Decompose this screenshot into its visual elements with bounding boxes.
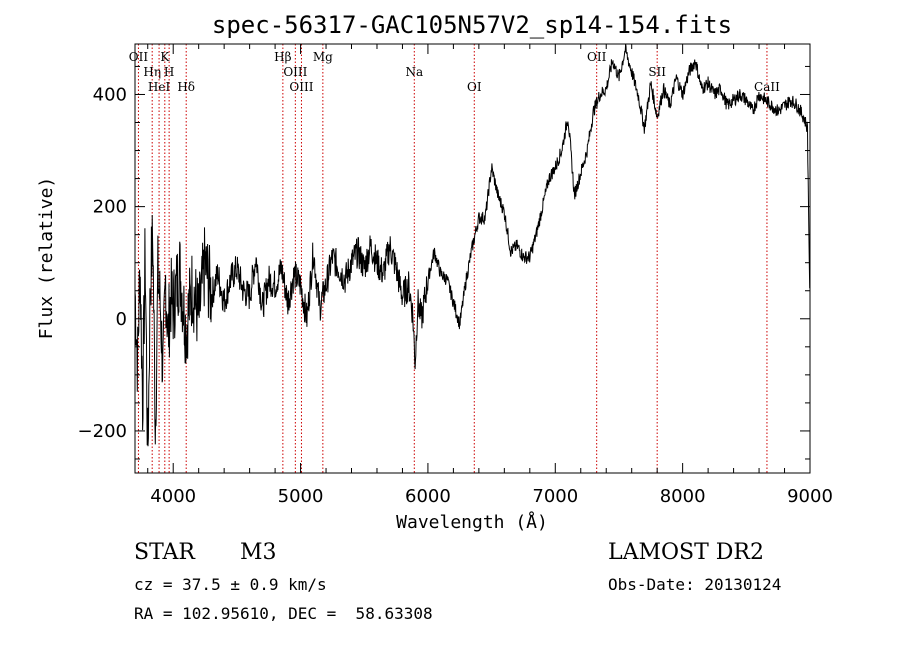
plot-axes: 4000 5000 6000 7000 8000 9000 −200 0 200 400 — [78, 43, 833, 507]
chart-title: spec-56317-GAC105N57V2_sp14-154.fits — [212, 11, 732, 39]
line-marker-label-6: Hβ — [274, 50, 291, 64]
line-marker-label-1: Hη — [143, 65, 161, 79]
line-marker-label-7: OIII — [283, 65, 307, 79]
line-marker-label-4: H — [164, 65, 174, 79]
x-tick-label-0: 4000 — [150, 486, 196, 507]
line-marker-label-0: OII — [129, 50, 149, 64]
object-subclass: M3 — [240, 540, 277, 565]
x-tick-label-5: 9000 — [787, 486, 833, 507]
line-marker-label-8: OIII — [289, 80, 313, 94]
y-tick-label-0: −200 — [78, 421, 127, 442]
object-class: STAR — [134, 540, 195, 565]
line-marker-label-13: SII — [648, 65, 666, 79]
line-marker-label-11: OI — [467, 80, 482, 94]
spectrum-series — [134, 43, 811, 447]
survey-name: LAMOST DR2 — [608, 540, 764, 565]
line-marker-label-5: Hδ — [177, 80, 195, 94]
line-marker-label-14: CaII — [754, 80, 780, 94]
x-tick-label-1: 5000 — [278, 486, 324, 507]
coordinates: RA = 102.95610, DEC = 58.63308 — [134, 604, 433, 623]
spectrum-line — [134, 43, 811, 447]
x-tick-label-2: 6000 — [405, 486, 451, 507]
plot-frame — [134, 43, 811, 474]
y-tick-label-1: 0 — [116, 309, 127, 330]
redshift-cz: cz = 37.5 ± 0.9 km/s — [134, 575, 327, 594]
observation-date: Obs-Date: 20130124 — [608, 575, 782, 594]
line-marker-label-10: Na — [405, 65, 423, 79]
x-tick-label-4: 8000 — [660, 486, 706, 507]
x-axis-label: Wavelength (Å) — [396, 511, 548, 533]
line-marker-label-2: HeI — [148, 80, 171, 94]
line-marker-label-9: Mg — [313, 50, 333, 64]
line-marker-label-12: OII — [587, 50, 607, 64]
y-axis-label: Flux (relative) — [36, 177, 57, 340]
y-tick-label-2: 200 — [93, 197, 127, 218]
y-tick-label-3: 400 — [93, 84, 127, 105]
line-marker-label-3: K — [160, 50, 170, 64]
x-tick-label-3: 7000 — [532, 486, 578, 507]
